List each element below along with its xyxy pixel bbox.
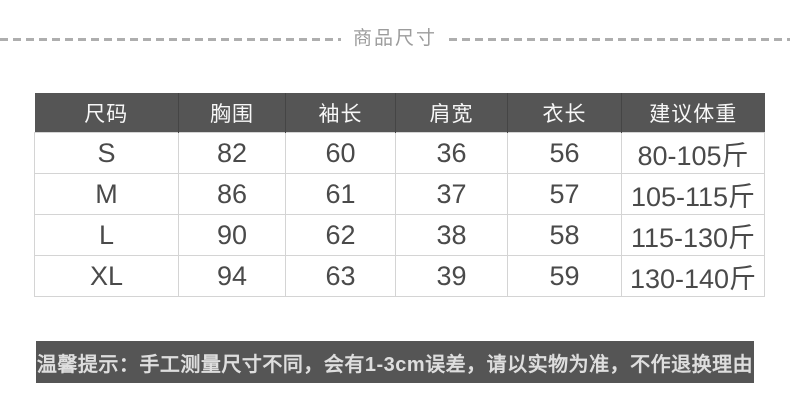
cell-bust: 86	[178, 173, 286, 215]
cell-bust: 94	[178, 255, 286, 297]
cell-shoulder: 37	[395, 173, 508, 215]
header-cell-size: 尺码	[34, 93, 179, 133]
cell-length: 59	[507, 255, 622, 297]
notice-bar: 温馨提示：手工测量尺寸不同，会有1-3cm误差，请以实物为准，不作退换理由	[36, 341, 754, 383]
cell-length: 58	[507, 214, 622, 256]
cell-shoulder: 36	[395, 132, 508, 174]
cell-sleeve: 62	[285, 214, 396, 256]
notice-text: 温馨提示：手工测量尺寸不同，会有1-3cm误差，请以实物为准，不作退换理由	[36, 353, 754, 376]
cell-length: 56	[507, 132, 622, 174]
size-table: 尺码 胸围 袖长 肩宽 衣长 建议体重 S 82 60 36 56 80-105…	[34, 93, 765, 297]
section-title: 商品尺寸	[353, 28, 438, 49]
cell-sleeve: 63	[285, 255, 396, 297]
dashed-divider-right	[449, 37, 790, 41]
cell-weight: 115-130斤	[621, 214, 765, 256]
dashed-divider-left	[0, 37, 341, 41]
header-cell-sleeve-length: 袖长	[285, 93, 396, 133]
cell-length: 57	[507, 173, 622, 215]
cell-weight: 105-115斤	[621, 173, 765, 215]
cell-weight: 80-105斤	[621, 132, 765, 174]
section-title-row: 商品尺寸	[0, 29, 790, 49]
table-header-row: 尺码 胸围 袖长 肩宽 衣长 建议体重	[34, 93, 765, 133]
cell-sleeve: 61	[285, 173, 396, 215]
cell-size: L	[34, 214, 179, 256]
cell-shoulder: 38	[395, 214, 508, 256]
header-cell-weight-suggestion: 建议体重	[621, 93, 765, 133]
table-row-xl: XL 94 63 39 59 130-140斤	[34, 255, 765, 297]
cell-bust: 82	[178, 132, 286, 174]
header-cell-garment-length: 衣长	[507, 93, 622, 133]
table-row-s: S 82 60 36 56 80-105斤	[34, 132, 765, 174]
table-row-m: M 86 61 37 57 105-115斤	[34, 173, 765, 215]
cell-size: XL	[34, 255, 179, 297]
header-cell-shoulder-width: 肩宽	[395, 93, 508, 133]
cell-bust: 90	[178, 214, 286, 256]
cell-sleeve: 60	[285, 132, 396, 174]
table-row-l: L 90 62 38 58 115-130斤	[34, 214, 765, 256]
cell-shoulder: 39	[395, 255, 508, 297]
header-cell-bust: 胸围	[178, 93, 286, 133]
cell-size: S	[34, 132, 179, 174]
cell-weight: 130-140斤	[621, 255, 765, 297]
cell-size: M	[34, 173, 179, 215]
